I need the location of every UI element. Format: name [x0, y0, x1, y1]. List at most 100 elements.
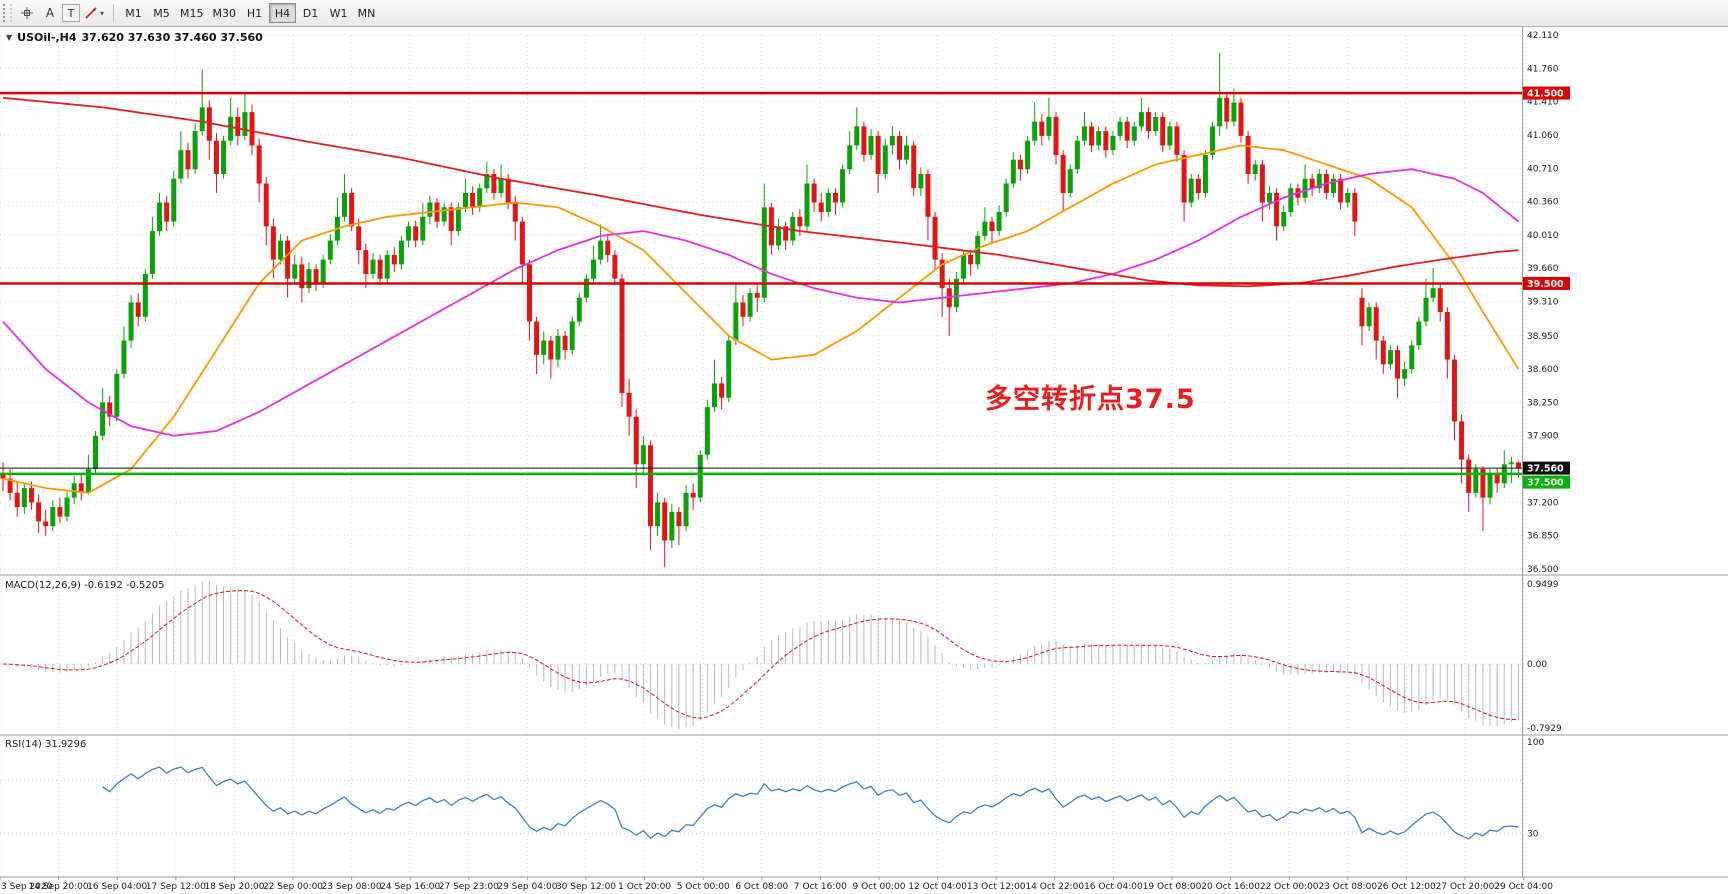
candle-159 [1131, 126, 1137, 141]
timeframe-button-MN[interactable]: MN [353, 3, 380, 23]
candle-125 [889, 135, 895, 146]
candle-12 [85, 469, 91, 493]
candle-38 [270, 226, 276, 260]
candle-146 [1039, 121, 1045, 136]
candle-210 [1494, 473, 1500, 484]
timeframe-button-M1[interactable]: M1 [120, 3, 147, 23]
candle-6 [43, 521, 49, 527]
svg-text:41.410: 41.410 [1527, 98, 1559, 108]
candle-62 [441, 207, 447, 222]
candle-156 [1110, 135, 1116, 151]
crosshair-tool-button[interactable] [16, 3, 38, 24]
time-axis-label: 16 Sep 04:00 [87, 882, 147, 892]
candle-15 [107, 402, 113, 417]
candle-91 [647, 445, 653, 527]
chart-menu-icon[interactable]: ▼ [6, 33, 13, 42]
candle-88 [626, 392, 632, 417]
candle-185 [1316, 173, 1322, 189]
svg-text:40.010: 40.010 [1527, 231, 1559, 241]
svg-text:36.850: 36.850 [1527, 532, 1559, 542]
candle-199 [1416, 321, 1422, 346]
time-axis-label: 23 Sep 08:00 [322, 882, 382, 892]
timeframe-button-H1[interactable]: H1 [241, 3, 268, 23]
candle-137 [975, 235, 981, 265]
candle-72 [512, 202, 518, 222]
candle-73 [519, 221, 525, 265]
timeframe-toolbar: M1 M5 M15 M30 H1 H4 D1 W1 MN [120, 3, 380, 23]
candle-45 [320, 259, 326, 284]
candle-160 [1138, 112, 1144, 127]
time-axis-label: 27 Sep 23:00 [439, 882, 499, 892]
time-axis-label: 22 Oct 00:00 [1260, 882, 1319, 892]
candle-189 [1345, 193, 1351, 203]
svg-text:0.9499: 0.9499 [1527, 580, 1559, 590]
chart-ohlc: 37.620 37.630 37.460 37.560 [81, 31, 263, 44]
candle-68 [484, 173, 490, 189]
candle-112 [797, 216, 803, 227]
svg-text:37.900: 37.900 [1527, 432, 1559, 442]
timeframe-button-M30[interactable]: M30 [209, 3, 241, 23]
text-label-tool-button[interactable]: A [39, 3, 61, 24]
svg-text:30: 30 [1527, 829, 1539, 839]
svg-text:38.950: 38.950 [1527, 332, 1559, 342]
time-axis-label: 27 Oct 20:00 [1436, 882, 1495, 892]
time-axis-label: 17 Sep 12:00 [146, 882, 206, 892]
candle-85 [605, 240, 611, 255]
candle-41 [292, 264, 298, 279]
shapes-tool-button[interactable]: ▾ [81, 3, 107, 24]
timeframe-button-M5[interactable]: M5 [148, 3, 175, 23]
candle-163 [1160, 116, 1166, 146]
timeframe-button-H4[interactable]: H4 [269, 3, 297, 23]
timeframe-button-D1[interactable]: D1 [297, 3, 324, 23]
candle-20 [142, 273, 148, 317]
candle-121 [861, 126, 867, 155]
candle-149 [1060, 154, 1066, 194]
candle-209 [1487, 473, 1493, 498]
timeframe-button-M15[interactable]: M15 [176, 3, 208, 23]
candle-83 [591, 259, 597, 279]
chevron-down-icon: ▾ [100, 8, 105, 18]
candle-102 [726, 340, 732, 398]
candle-171 [1217, 97, 1223, 127]
candle-151 [1074, 140, 1080, 170]
rsi-indicator-label: RSI(14) 31.9296 [5, 739, 87, 750]
svg-text:37.500: 37.500 [1527, 478, 1564, 489]
time-axis-label: 18 Sep 20:00 [204, 882, 264, 892]
candle-17 [121, 340, 127, 374]
candle-174 [1238, 102, 1244, 136]
candle-58 [413, 226, 419, 241]
candle-103 [733, 302, 739, 341]
candle-11 [78, 483, 84, 493]
chart-area: 42.110 41.760 41.410 41.060 40.710 40.360 40.0… [0, 27, 1728, 894]
svg-text:39.660: 39.660 [1527, 264, 1559, 274]
candle-200 [1423, 297, 1429, 322]
price-chart-canvas[interactable]: 42.110 41.760 41.410 41.060 40.710 40.360 40.0… [0, 27, 1728, 894]
timeframe-button-W1[interactable]: W1 [325, 3, 352, 23]
candle-111 [790, 216, 796, 241]
candle-19 [135, 302, 141, 317]
svg-text:37.560: 37.560 [1527, 464, 1564, 475]
candle-25 [178, 150, 184, 179]
candle-9 [64, 497, 70, 517]
candle-63 [448, 207, 454, 232]
candle-92 [655, 502, 661, 527]
text-frame-tool-button[interactable]: T [62, 4, 80, 22]
candle-51 [363, 250, 369, 274]
candle-179 [1274, 193, 1280, 227]
candle-197 [1402, 369, 1408, 379]
svg-text:42.110: 42.110 [1527, 31, 1559, 41]
candle-89 [633, 416, 639, 465]
candle-131 [932, 216, 938, 260]
candle-176 [1252, 164, 1258, 174]
candle-201 [1430, 288, 1436, 298]
ma-medium-orange [2, 144, 1520, 494]
candle-16 [114, 373, 120, 417]
candle-24 [171, 178, 177, 222]
candle-192 [1366, 307, 1372, 327]
candle-142 [1010, 159, 1016, 184]
candle-66 [470, 193, 476, 208]
candle-35 [249, 112, 255, 146]
time-axis-label: 26 Oct 12:00 [1377, 882, 1436, 892]
time-axis-label: 29 Oct 04:00 [1494, 882, 1553, 892]
